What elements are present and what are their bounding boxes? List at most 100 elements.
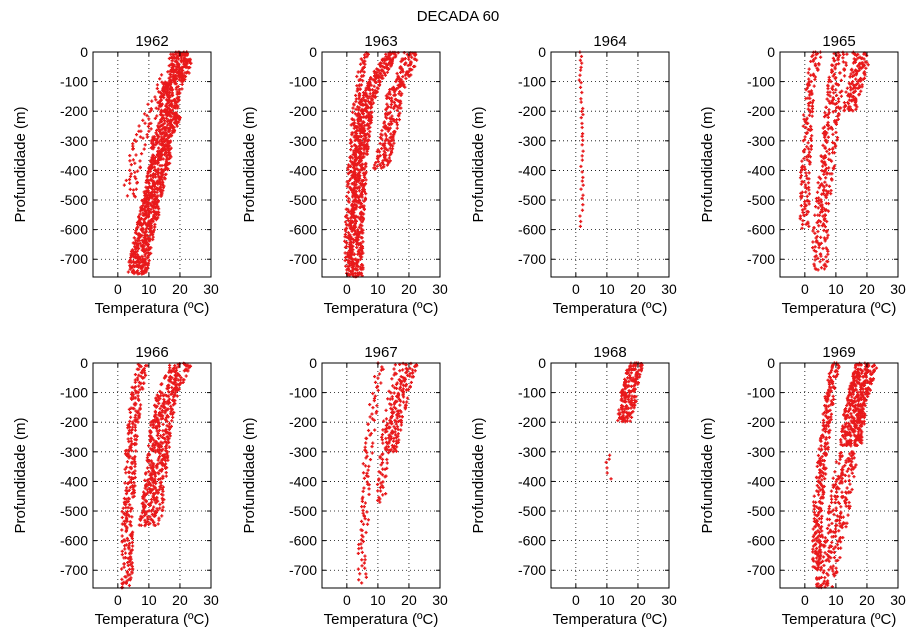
y-tick-label: 0 [80,355,88,371]
data-point [581,112,585,117]
data-point [133,195,137,199]
data-point [167,109,171,114]
y-tick-label: -600 [60,222,88,238]
data-point [807,224,811,229]
data-point [138,241,142,245]
data-point [152,161,156,165]
data-point [401,400,406,404]
data-point [151,147,155,151]
data-point [360,558,364,562]
data-point [133,231,138,235]
x-tick-label: 10 [141,592,157,608]
data-point [148,109,152,114]
data-point [370,412,374,416]
data-point [170,419,174,423]
data-point [140,238,144,243]
data-point [579,116,583,120]
data-point [143,254,147,258]
data-point [804,171,808,175]
data-point [141,230,145,234]
y-tick-label: -600 [747,222,775,238]
data-point [349,148,353,152]
data-point [171,52,175,56]
data-point [608,453,612,457]
data-point [131,158,135,162]
data-point [578,73,582,77]
data-point [824,201,828,205]
data-point [360,74,364,78]
data-point [167,156,172,161]
data-point [176,64,181,68]
x-tick-label: 20 [401,592,417,608]
data-point [616,418,620,423]
data-point [363,445,367,449]
data-point [125,460,130,464]
data-point [164,172,168,176]
data-point [166,94,170,98]
x-tick-label: 20 [401,281,417,297]
y-axis-label: Profundidade (m) [699,107,716,223]
data-point [131,188,136,192]
x-axis-label: Temperatura (ºC) [782,300,897,317]
data-point [164,154,168,158]
subplot-title: 1968 [593,344,626,361]
data-point [141,118,145,122]
y-tick-label: -100 [289,385,317,401]
data-point [366,518,371,522]
data-point [398,403,402,407]
data-point [156,150,160,154]
data-point [142,381,146,386]
data-point [161,429,165,433]
data-point [173,78,177,82]
data-point [146,444,151,448]
data-point [160,180,164,184]
data-point [823,180,827,184]
data-point [167,129,172,133]
y-tick-label: -300 [289,444,317,460]
data-point [158,156,162,160]
data-point [131,192,135,196]
data-point [160,143,164,147]
y-tick-label: 0 [309,355,317,371]
y-tick-label: -700 [747,251,775,267]
data-point [153,210,157,214]
data-point [128,181,132,185]
data-point [154,175,158,179]
data-point [168,81,172,85]
data-point [151,231,155,235]
data-point [131,144,135,148]
data-point [134,133,139,137]
subplot-title: 1965 [822,33,855,50]
data-point [129,415,133,419]
x-tick-label: 0 [801,281,809,297]
data-point [399,423,403,427]
data-point [581,183,585,187]
data-point [151,206,156,210]
data-point [149,210,153,215]
data-point [164,137,169,142]
data-point [173,111,177,115]
data-point [130,540,134,545]
data-point [169,114,173,118]
x-tick-label: 0 [572,281,580,297]
data-point [368,415,372,419]
y-axis-label: Profundidade (m) [12,107,29,223]
data-point [155,162,160,166]
data-point [130,544,135,548]
data-point [149,107,153,111]
data-point [361,462,365,466]
data-point [128,503,132,507]
data-point [176,84,180,89]
data-point [120,528,124,532]
data-point [377,372,382,376]
data-point [362,486,366,490]
data-point [167,153,171,157]
data-point [125,486,129,490]
data-point [147,129,151,133]
data-points [577,50,585,228]
y-tick-label: 0 [309,44,317,60]
data-point [151,174,155,178]
data-point [155,128,159,132]
data-point [152,214,157,219]
